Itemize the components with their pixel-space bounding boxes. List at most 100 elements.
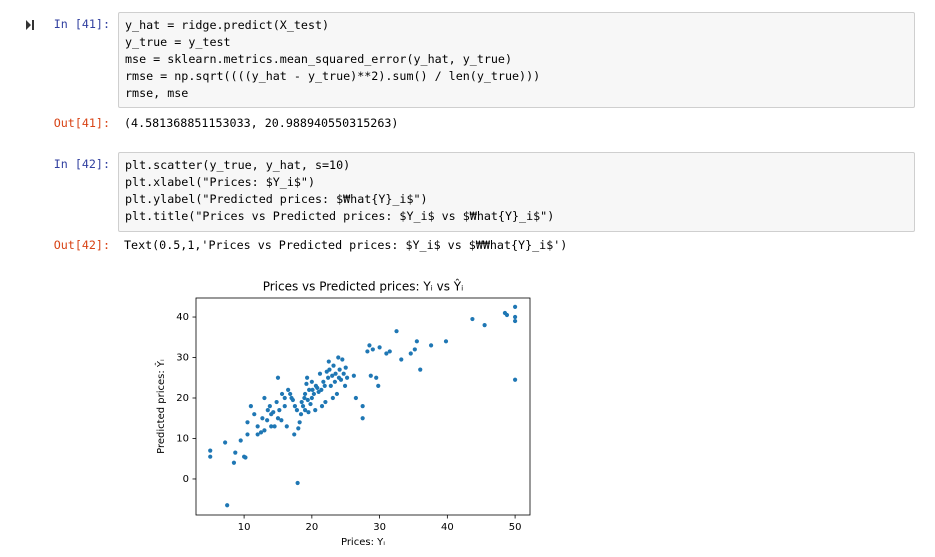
- point: [377, 345, 382, 350]
- code-line: plt.title("Prices vs Predicted prices: $…: [125, 209, 555, 223]
- code-line: plt.ylabel("Predicted prices: $₩hat{Y}_i…: [125, 192, 428, 206]
- plot-area: [195, 297, 531, 516]
- point: [294, 408, 300, 413]
- point: [274, 399, 279, 405]
- point: [443, 339, 449, 344]
- code-line: plt.xlabel("Prices: $Y_i$"): [125, 175, 315, 189]
- out-prompt: Out[42]:: [53, 238, 110, 252]
- point: [412, 347, 417, 352]
- point: [428, 343, 434, 348]
- point: [351, 373, 356, 378]
- point: [336, 355, 341, 360]
- point: [311, 391, 316, 397]
- point: [286, 387, 291, 393]
- point: [326, 375, 331, 380]
- point: [399, 357, 404, 362]
- point: [310, 387, 315, 393]
- point: [305, 375, 310, 380]
- code-line: y_hat = ridge.predict(X_test): [125, 18, 330, 32]
- point: [302, 395, 307, 401]
- run-icon[interactable]: [22, 14, 52, 44]
- y-tick-label: 30: [176, 353, 189, 364]
- point: [288, 391, 293, 397]
- code-cell[interactable]: plt.scatter(y_true, y_hat, s=10) plt.xlab…: [118, 152, 915, 232]
- point: [245, 420, 250, 425]
- point: [365, 349, 370, 354]
- in-prompt: In [42]:: [53, 157, 110, 171]
- y-axis-label: Predicted prices: Ŷᵢ: [154, 359, 167, 454]
- code-line: mse = sklearn.metrics.mean_squared_error…: [125, 52, 513, 66]
- point: [331, 363, 336, 368]
- point: [512, 318, 518, 324]
- point: [299, 399, 304, 405]
- point: [313, 408, 318, 413]
- point: [258, 430, 264, 435]
- point: [470, 316, 475, 322]
- point: [384, 351, 389, 356]
- point: [317, 371, 323, 376]
- point: [271, 410, 276, 415]
- point: [282, 395, 287, 401]
- point: [319, 387, 324, 393]
- point: [370, 347, 375, 352]
- point: [295, 480, 300, 486]
- point: [333, 371, 338, 376]
- point: [272, 424, 277, 429]
- point: [307, 387, 312, 393]
- point: [265, 418, 270, 423]
- y-tick-label: 0: [183, 474, 189, 485]
- point: [328, 383, 333, 388]
- point: [387, 349, 392, 354]
- point: [332, 379, 337, 384]
- point: [306, 410, 311, 415]
- point: [297, 420, 302, 425]
- out-prompt: Out[41]:: [53, 116, 110, 130]
- point: [267, 403, 272, 409]
- point: [269, 424, 274, 429]
- point: [408, 351, 413, 356]
- code-line: rmse, mse: [125, 86, 189, 100]
- point: [284, 424, 289, 429]
- point: [262, 428, 267, 433]
- point: [327, 367, 332, 372]
- point: [255, 432, 260, 437]
- chart-title: Prices vs Predicted prices: Yᵢ vs Ŷᵢ: [263, 279, 464, 294]
- point: [319, 403, 325, 409]
- in-prompt: In [41]:: [53, 17, 110, 31]
- point: [302, 408, 308, 413]
- point: [208, 448, 213, 453]
- point: [374, 375, 379, 380]
- point: [208, 454, 213, 459]
- point: [376, 383, 381, 388]
- point: [343, 365, 348, 370]
- point: [248, 403, 253, 409]
- point: [290, 397, 295, 403]
- point: [512, 304, 518, 310]
- point: [330, 373, 335, 378]
- run-glyph: [26, 20, 34, 30]
- point: [279, 391, 285, 397]
- point: [338, 377, 344, 382]
- point: [360, 403, 365, 409]
- point: [275, 416, 281, 421]
- point: [353, 395, 358, 401]
- point: [512, 314, 518, 320]
- point: [321, 379, 326, 384]
- point: [245, 432, 250, 437]
- point: [315, 385, 320, 390]
- point: [292, 403, 298, 409]
- point: [305, 397, 310, 403]
- code-cell[interactable]: y_hat = ridge.predict(X_test) y_true = y_…: [118, 12, 915, 108]
- point: [309, 395, 314, 401]
- point: [298, 412, 304, 417]
- point: [277, 408, 282, 413]
- point: [326, 359, 331, 364]
- point: [225, 503, 230, 508]
- point: [368, 373, 373, 378]
- point: [296, 426, 301, 431]
- point: [223, 440, 228, 445]
- point: [512, 377, 518, 382]
- point: [360, 416, 365, 421]
